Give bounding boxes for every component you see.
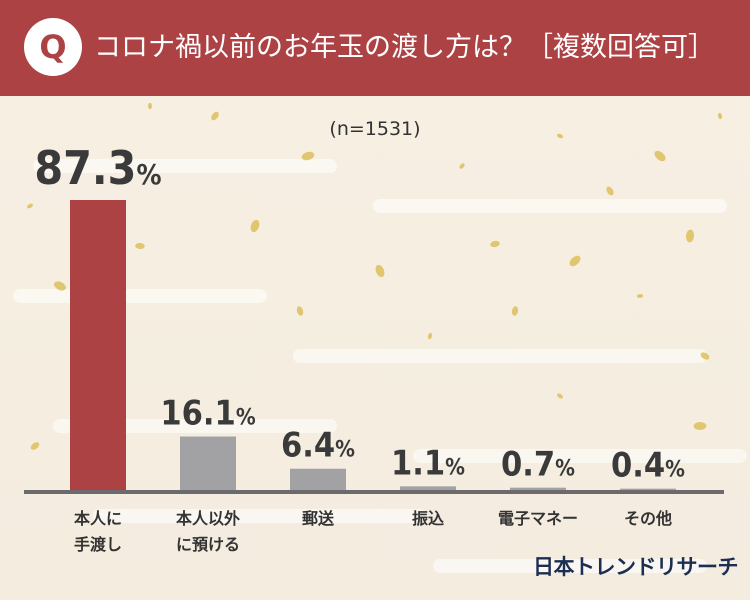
value-label-4: 0.7% <box>501 445 575 485</box>
value-label-5: 0.4% <box>611 446 685 486</box>
sample-size-label: (n=1531) <box>329 118 421 140</box>
category-label-3-0: 振込 <box>412 509 444 528</box>
bar-3 <box>400 486 456 490</box>
bar-5 <box>620 488 676 490</box>
category-label-0-0: 本人に <box>74 509 122 528</box>
bar-1 <box>180 436 236 490</box>
brand-logo: 日本トレンドリサーチ <box>533 555 739 579</box>
value-label-3: 1.1% <box>391 443 465 483</box>
value-label-0: 87.3% <box>34 141 161 195</box>
value-label-1: 16.1% <box>160 394 255 434</box>
question-badge-icon: Q <box>24 18 82 76</box>
bar-2 <box>290 468 346 490</box>
value-label-2: 6.4% <box>281 426 355 466</box>
bar-0 <box>70 200 126 490</box>
category-label-1-1: に預ける <box>176 535 240 554</box>
bar-4 <box>510 487 566 490</box>
category-label-4-0: 電子マネー <box>498 509 578 528</box>
x-axis-line <box>24 490 724 494</box>
category-label-1-0: 本人以外 <box>176 509 240 528</box>
question-title: コロナ禍以前のお年玉の渡し方は？［複数回答可］ <box>94 32 715 63</box>
category-label-2-0: 郵送 <box>302 509 335 528</box>
category-label-5-0: その他 <box>624 509 672 528</box>
question-header: Q コロナ禍以前のお年玉の渡し方は？［複数回答可］ <box>0 0 750 96</box>
category-label-0-1: 手渡し <box>74 535 122 554</box>
